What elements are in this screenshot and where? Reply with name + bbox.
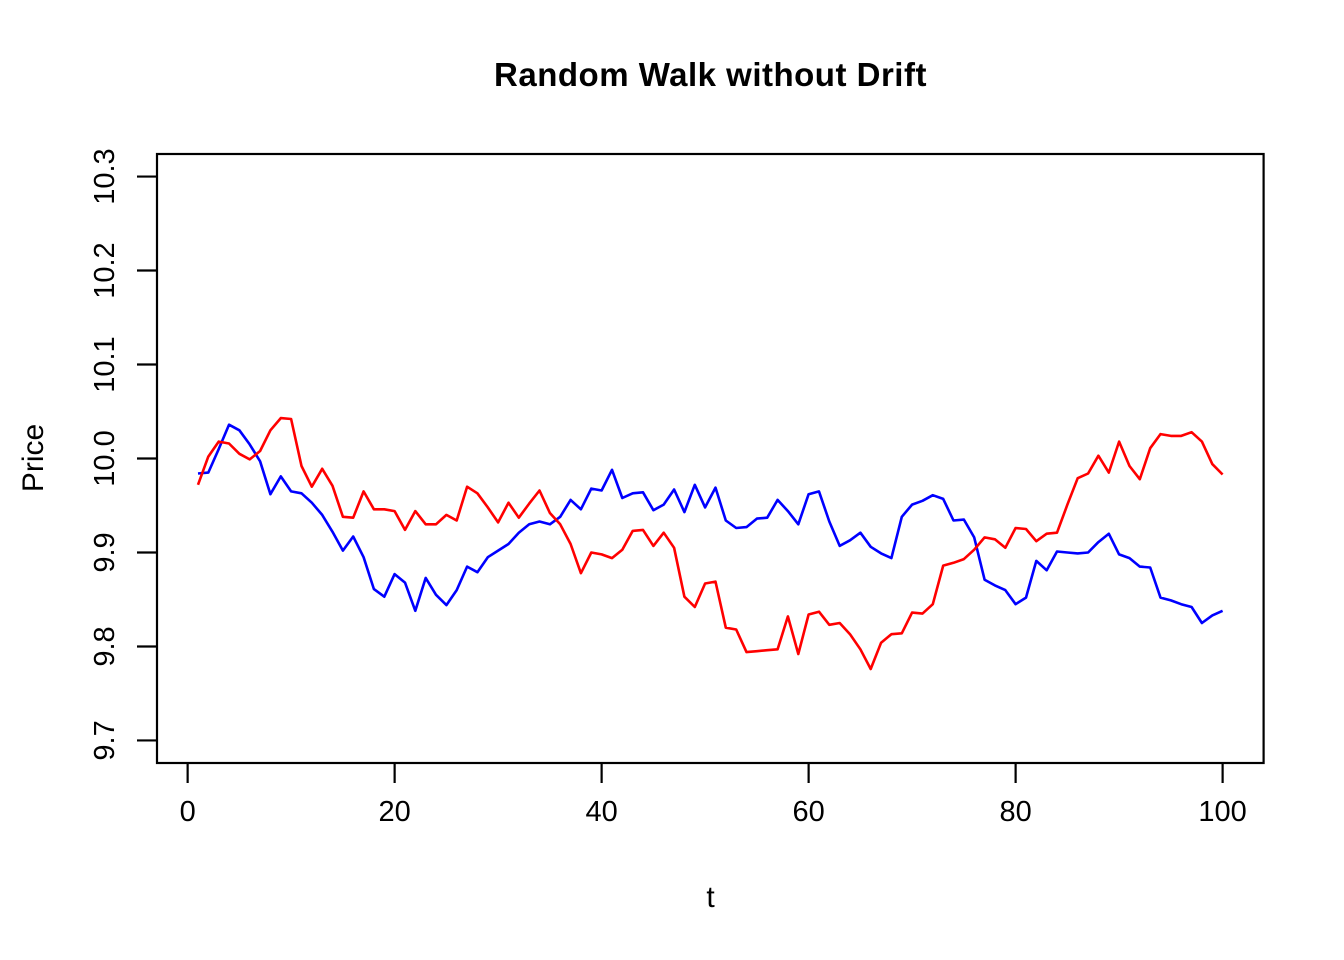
y-tick-label: 10.0: [89, 430, 121, 486]
y-tick-label: 9.9: [89, 532, 121, 572]
y-tick-label: 9.8: [89, 626, 121, 666]
x-tick-label: 100: [1198, 796, 1246, 828]
x-tick-label: 0: [180, 796, 196, 828]
series-line-random-walk-red: [196, 416, 1224, 671]
y-tick-label: 9.7: [89, 720, 121, 760]
y-tick-label: 10.2: [89, 242, 121, 298]
x-axis-label: t: [706, 881, 715, 914]
x-tick-label: 60: [792, 796, 824, 828]
chart-title: Random Walk without Drift: [494, 56, 927, 93]
x-tick-label: 20: [378, 796, 410, 828]
series-line-random-walk-blue: [197, 423, 1224, 625]
x-tick-label: 40: [585, 796, 617, 828]
x-tick-label: 80: [999, 796, 1031, 828]
y-axis-label: Price: [17, 423, 50, 493]
y-tick-label: 10.1: [89, 336, 121, 392]
y-tick-label: 10.3: [89, 148, 121, 204]
